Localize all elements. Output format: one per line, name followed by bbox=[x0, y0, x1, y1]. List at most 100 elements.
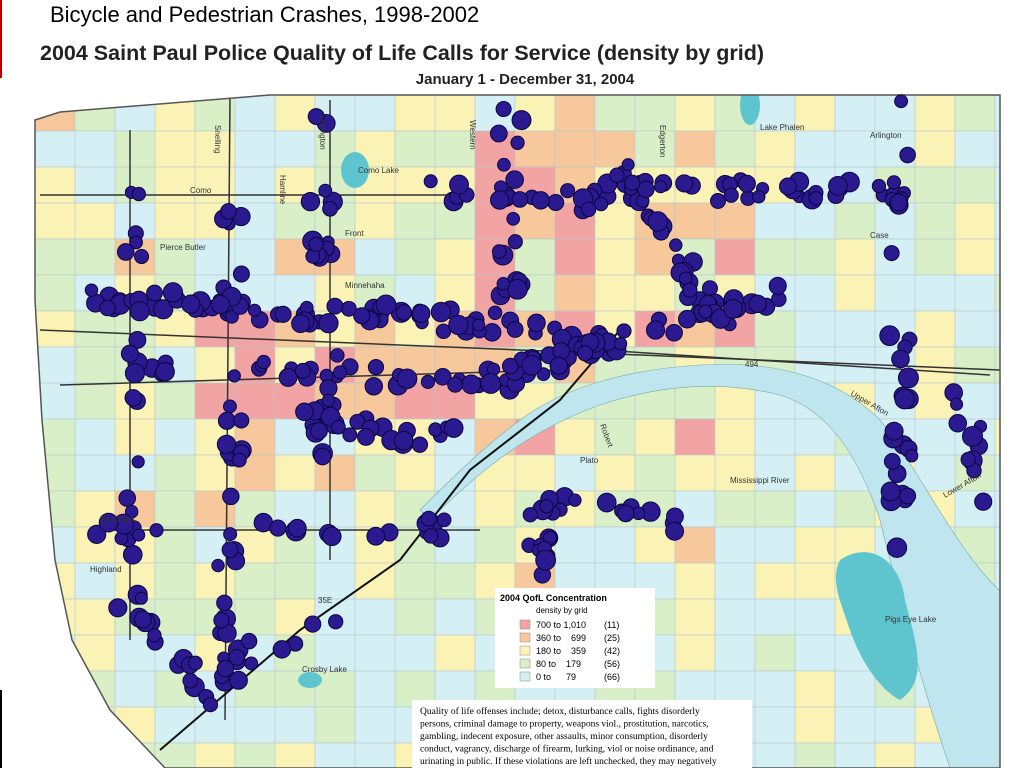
grid-cell bbox=[434, 634, 476, 672]
grid-cell bbox=[794, 490, 836, 528]
grid-cell bbox=[594, 526, 636, 564]
crash-point bbox=[321, 393, 336, 408]
grid-cell bbox=[314, 742, 356, 768]
legend-count: (42) bbox=[604, 646, 620, 656]
crash-point bbox=[124, 363, 146, 384]
grid-cell bbox=[154, 238, 196, 276]
map-label: 35E bbox=[318, 596, 332, 605]
crash-point bbox=[216, 659, 235, 678]
crash-point bbox=[233, 412, 250, 429]
grid-cell bbox=[74, 95, 116, 132]
slide-title: Bicycle and Pedestrian Crashes, 1998-200… bbox=[50, 2, 479, 27]
crash-point bbox=[288, 518, 307, 538]
legend-count: (25) bbox=[604, 633, 620, 643]
legend-count: (11) bbox=[604, 620, 619, 630]
crash-point bbox=[889, 193, 908, 212]
crash-point bbox=[129, 301, 150, 322]
road bbox=[39, 329, 1000, 371]
crash-point bbox=[147, 628, 162, 643]
grid-cell bbox=[114, 130, 156, 168]
crash-point bbox=[153, 299, 174, 320]
crash-point bbox=[960, 451, 976, 468]
map-label: Randolph bbox=[100, 515, 134, 524]
grid-cell bbox=[994, 95, 1000, 132]
grid-cell bbox=[954, 202, 996, 240]
grid-cell bbox=[554, 454, 596, 492]
crash-point bbox=[506, 321, 524, 338]
map-label: Highland bbox=[90, 565, 122, 574]
note-bg bbox=[412, 700, 752, 768]
title-bg bbox=[40, 0, 620, 34]
crash-point bbox=[375, 294, 397, 316]
crash-point bbox=[883, 245, 900, 262]
grid-cell bbox=[74, 238, 116, 276]
crash-point bbox=[247, 303, 262, 317]
crash-point bbox=[961, 425, 983, 447]
note-line: gambling, indecent exposure, other assau… bbox=[420, 732, 708, 742]
crash-point bbox=[480, 373, 502, 394]
river bbox=[419, 364, 1000, 768]
grid-cell bbox=[834, 238, 876, 276]
grid-cell bbox=[954, 95, 996, 132]
grid-cell bbox=[354, 202, 396, 240]
crash-point bbox=[134, 610, 152, 629]
grid-cell bbox=[114, 418, 156, 456]
grid-cell bbox=[874, 706, 916, 744]
grid-cell bbox=[674, 598, 716, 636]
legend-swatch bbox=[519, 632, 531, 643]
grid-cell bbox=[874, 742, 916, 768]
legend-range: 180 to 359 bbox=[536, 646, 586, 656]
map-label: Edgerton bbox=[658, 125, 667, 157]
grid-cell bbox=[354, 490, 396, 528]
grid-cell bbox=[994, 130, 1000, 168]
grid-cell bbox=[914, 166, 956, 204]
crash-point bbox=[353, 307, 371, 325]
crash-point bbox=[367, 359, 385, 376]
grid-cell bbox=[914, 95, 956, 132]
crash-point bbox=[269, 519, 287, 537]
grid-cell bbox=[954, 346, 996, 384]
legend-range: 80 to 179 bbox=[536, 659, 581, 669]
map-label: Pigs Eye Lake bbox=[885, 615, 937, 624]
crash-point bbox=[333, 365, 348, 380]
grid-cell bbox=[714, 202, 756, 240]
crash-point bbox=[891, 349, 910, 369]
crash-point bbox=[568, 493, 582, 507]
grid-cell bbox=[74, 346, 116, 384]
crash-point bbox=[129, 235, 143, 250]
grid-cell bbox=[914, 274, 956, 312]
legend-subtitle: density by grid bbox=[536, 606, 588, 615]
crash-point bbox=[547, 194, 565, 212]
grid-cell bbox=[714, 130, 756, 168]
pigs-eye-lake bbox=[835, 552, 918, 700]
crash-point bbox=[511, 191, 529, 208]
grid-cell bbox=[994, 238, 1000, 276]
crash-point bbox=[495, 100, 512, 118]
grid-cell bbox=[954, 166, 996, 204]
grid-cell bbox=[914, 418, 956, 456]
grid-cell bbox=[154, 418, 196, 456]
grid-cell bbox=[714, 526, 756, 564]
grid-cell bbox=[234, 706, 276, 744]
crash-point bbox=[128, 331, 147, 349]
crash-point bbox=[549, 356, 568, 375]
crash-point bbox=[886, 175, 902, 190]
grid-cell bbox=[994, 166, 1000, 204]
crash-point bbox=[134, 591, 148, 605]
crash-point bbox=[899, 487, 917, 505]
crash-point bbox=[291, 314, 311, 334]
crash-point bbox=[489, 124, 508, 143]
crash-point bbox=[665, 521, 685, 541]
grid-cell bbox=[154, 598, 196, 636]
legend-swatch bbox=[519, 645, 531, 656]
crash-point bbox=[240, 632, 258, 650]
grid-cell bbox=[634, 130, 676, 168]
grid-cell bbox=[234, 130, 276, 168]
crash-point bbox=[434, 368, 452, 386]
crash-point bbox=[229, 670, 248, 690]
grid-cell bbox=[35, 202, 76, 240]
grid-cell bbox=[914, 238, 956, 276]
grid-cell bbox=[194, 166, 236, 204]
crash-point bbox=[124, 389, 142, 407]
